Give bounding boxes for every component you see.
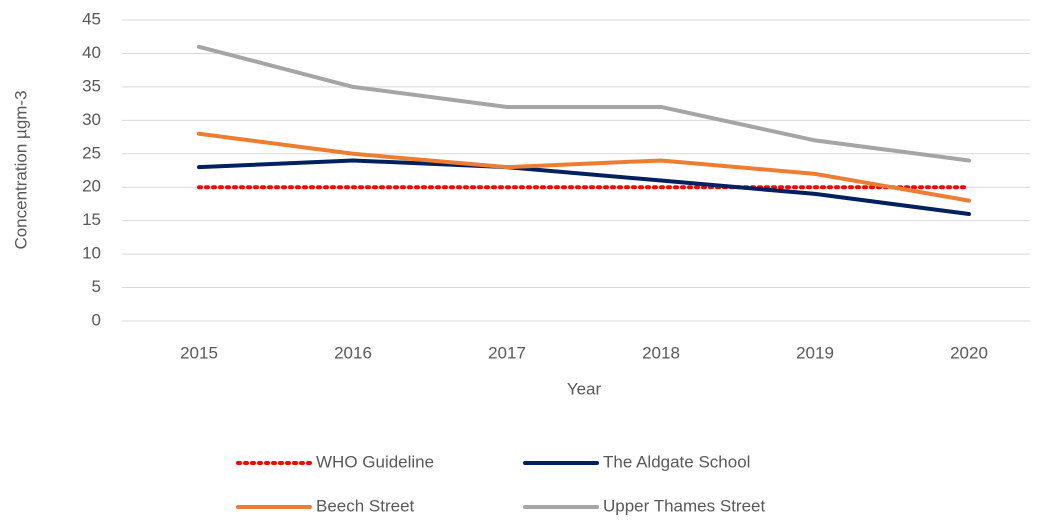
x-tick-label: 2016 [334, 343, 372, 362]
legend-label: Upper Thames Street [603, 496, 765, 515]
y-tick-label: 0 [92, 310, 101, 329]
series-line [197, 158, 971, 216]
y-tick-label: 10 [82, 244, 101, 263]
x-tick-label: 2018 [642, 343, 680, 362]
x-tick-label: 2020 [950, 343, 988, 362]
x-tick-label: 2015 [180, 343, 218, 362]
x-tick-label: 2019 [796, 343, 834, 362]
y-tick-label: 30 [82, 110, 101, 129]
y-axis-label: Concentration µgm-3 [11, 90, 30, 249]
y-tick-label: 45 [82, 9, 101, 28]
y-tick-label: 25 [82, 143, 101, 162]
series-line [197, 131, 971, 203]
legend-label: WHO Guideline [316, 452, 434, 471]
legend-label: Beech Street [316, 496, 415, 515]
x-tick-label: 2017 [488, 343, 526, 362]
y-tick-label: 20 [82, 177, 101, 196]
series-line [197, 44, 971, 163]
y-tick-label: 5 [92, 277, 101, 296]
y-tick-label: 15 [82, 210, 101, 229]
legend-label: The Aldgate School [603, 452, 750, 471]
x-axis-label: Year [567, 379, 602, 398]
y-tick-label: 40 [82, 43, 101, 62]
y-tick-label: 35 [82, 76, 101, 95]
